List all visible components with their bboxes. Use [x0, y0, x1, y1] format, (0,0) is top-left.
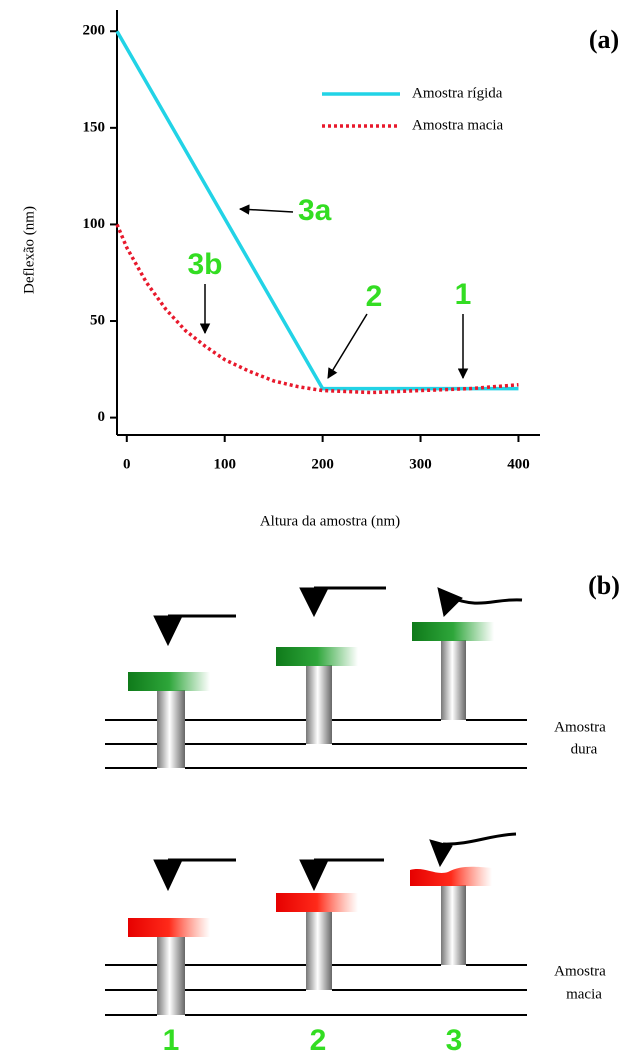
legend-label: Amostra macia — [412, 117, 504, 133]
x-tick-label: 0 — [123, 456, 131, 472]
annotations: 3a 3b 2 1 — [187, 194, 472, 380]
arrow — [327, 313, 368, 379]
y-tick-label: 100 — [83, 216, 106, 232]
y-tick-label: 200 — [83, 23, 106, 39]
legend-label: Amostra rígida — [412, 85, 503, 101]
sample-label: macia — [566, 986, 602, 1002]
x-tick-label: 300 — [409, 456, 432, 472]
panel-label: (b) — [588, 571, 620, 600]
x-axis-label: Altura da amostra (nm) — [260, 513, 400, 529]
x-tick-label: 200 — [311, 456, 334, 472]
annotation: 2 — [366, 280, 383, 313]
series-line — [115, 223, 519, 395]
x-tick-label: 400 — [507, 456, 530, 472]
panel-label: (a) — [589, 25, 619, 54]
sample-label: dura — [571, 741, 598, 757]
y-tick-label: 0 — [98, 409, 106, 425]
sample-label: Amostra — [554, 719, 606, 735]
arrow — [238, 204, 294, 215]
y-tick-label: 150 — [83, 119, 106, 135]
x-tick-label: 100 — [213, 456, 236, 472]
step-label: 3 — [446, 1024, 463, 1057]
y-tick-label: 50 — [90, 312, 105, 328]
y-axis-label: Deflexão (nm) — [21, 206, 37, 294]
sample-label: Amostra — [554, 963, 606, 979]
step-label: 2 — [310, 1024, 327, 1057]
annotation: 1 — [455, 278, 472, 311]
diagram: (b) Amostra dura Amostra macia 1 2 3 — [105, 571, 620, 1057]
step-label: 1 — [163, 1024, 180, 1057]
annotation: 3a — [298, 194, 332, 227]
annotation: 3b — [187, 248, 222, 281]
